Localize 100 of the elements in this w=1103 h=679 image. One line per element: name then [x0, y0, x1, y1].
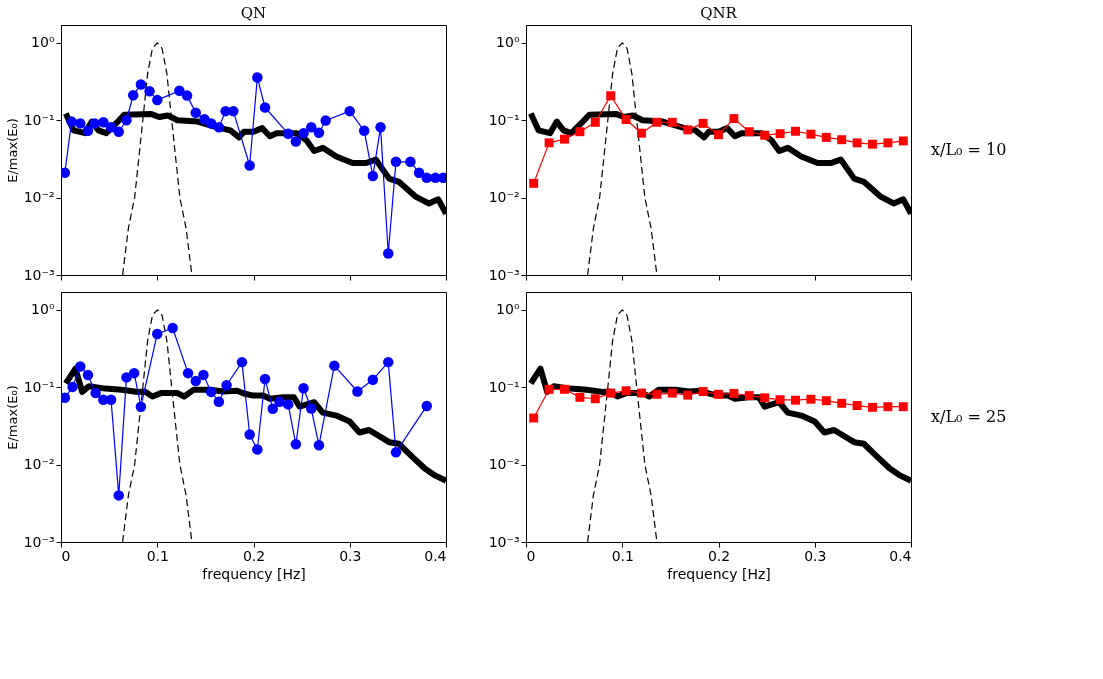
- y-tick-label: 10⁻²: [23, 456, 55, 473]
- point: [390, 156, 402, 168]
- point: [236, 356, 248, 368]
- point: [298, 383, 309, 394]
- text: x/L₀ = 10: [931, 140, 1007, 159]
- point: [105, 122, 117, 133]
- point: [198, 369, 209, 381]
- chart-title: QNR: [700, 4, 738, 22]
- text: x/L₀ = 25: [931, 407, 1007, 426]
- y-tick-label: 10⁻³: [488, 266, 520, 283]
- point: [329, 360, 340, 371]
- point: [61, 167, 71, 178]
- point: [75, 118, 86, 129]
- point: [868, 139, 877, 149]
- point: [152, 94, 163, 106]
- y-tick-label: 10⁰: [31, 301, 55, 318]
- point: [306, 122, 317, 133]
- point: [806, 129, 816, 139]
- x-tick-label: 0.3: [804, 547, 827, 564]
- y-tick-label: 10⁻¹: [23, 111, 55, 128]
- point: [421, 400, 432, 412]
- y-tick-label: 10⁻²: [488, 456, 520, 473]
- x-axis-title: frequency [Hz]: [667, 565, 771, 582]
- point: [244, 429, 255, 440]
- point: [898, 136, 908, 146]
- y-tick-label: 10⁻¹: [488, 378, 520, 395]
- point: [744, 127, 754, 137]
- point: [182, 367, 194, 379]
- point: [883, 402, 893, 412]
- point: [344, 105, 355, 117]
- point: [221, 380, 232, 391]
- point: [121, 114, 132, 126]
- point: [82, 125, 94, 137]
- point: [560, 134, 569, 144]
- chart-title: QN: [240, 4, 267, 22]
- point: [852, 401, 862, 410]
- point: [244, 160, 255, 171]
- point: [66, 116, 77, 127]
- point: [267, 403, 278, 414]
- point: [714, 389, 723, 399]
- point: [390, 447, 402, 458]
- y-tick-label: 10⁰: [496, 34, 520, 51]
- point: [274, 396, 285, 407]
- point: [90, 387, 101, 399]
- y-tick-label: 10⁻³: [488, 533, 520, 550]
- point: [358, 125, 370, 137]
- point: [259, 102, 271, 113]
- point: [313, 440, 325, 451]
- x-tick-label: 0.4: [889, 547, 912, 564]
- point: [529, 178, 539, 188]
- point: [667, 117, 677, 127]
- point: [590, 394, 600, 404]
- x-tick-label: 0: [61, 547, 71, 564]
- point: [760, 130, 770, 140]
- point: [352, 386, 363, 397]
- point: [775, 395, 785, 405]
- x-tick-label: 0.1: [146, 547, 169, 564]
- point: [252, 444, 263, 455]
- point: [113, 490, 124, 501]
- point: [135, 401, 147, 412]
- point: [821, 396, 831, 406]
- y-axis-title: E/max(E₀): [4, 385, 20, 450]
- point: [383, 248, 394, 259]
- point: [152, 328, 163, 340]
- point: [898, 402, 908, 412]
- point: [868, 402, 877, 412]
- point: [367, 170, 379, 182]
- point: [190, 107, 201, 118]
- point: [883, 138, 893, 148]
- point: [252, 72, 263, 83]
- point: [61, 392, 71, 404]
- point: [405, 156, 416, 168]
- point: [135, 79, 147, 90]
- point: [683, 125, 693, 135]
- point: [621, 115, 631, 125]
- point: [791, 395, 800, 405]
- x-tick-label: 0.4: [424, 547, 447, 564]
- y-axis-title: E/max(E₀): [4, 118, 20, 183]
- point: [167, 322, 178, 334]
- point: [652, 117, 662, 127]
- point: [806, 394, 816, 404]
- point: [621, 386, 631, 396]
- point: [313, 127, 325, 138]
- point: [127, 90, 139, 101]
- point: [544, 138, 554, 148]
- point: [637, 128, 646, 138]
- point: [213, 396, 225, 407]
- point: [606, 388, 616, 398]
- point: [575, 127, 585, 137]
- y-tick-label: 10⁻³: [23, 266, 55, 283]
- point: [383, 356, 394, 368]
- y-tick-label: 10⁰: [496, 301, 520, 318]
- y-tick-label: 10⁻¹: [23, 378, 55, 395]
- point: [698, 118, 708, 128]
- point: [821, 132, 831, 142]
- y-tick-label: 10⁻¹: [488, 111, 520, 128]
- point: [560, 384, 569, 394]
- point: [190, 375, 201, 387]
- point: [837, 398, 847, 408]
- point: [98, 117, 109, 128]
